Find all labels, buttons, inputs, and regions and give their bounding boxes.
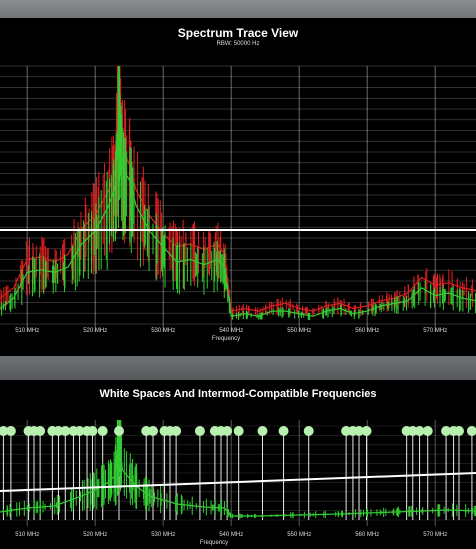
- x-tick-label: 570 MHz: [423, 328, 447, 334]
- white-spaces-chart: 510 MHz 520 MHz 530 MHz 540 MHz 550 MHz 560 M…: [0, 420, 476, 546]
- compatible-frequency-marker[interactable]: [361, 426, 372, 436]
- compatible-frequency-marker[interactable]: [354, 426, 365, 436]
- x-tick-label: 560 MHz: [355, 328, 379, 334]
- compatible-frequency-marker[interactable]: [222, 426, 233, 436]
- compatible-frequency-marker[interactable]: [194, 426, 205, 436]
- white-spaces-title: White Spaces And Intermod-Compatible Fre…: [99, 388, 377, 400]
- x-tick-label: 540 MHz: [219, 532, 243, 538]
- compatible-frequency-marker[interactable]: [5, 426, 16, 436]
- threshold-line-lower: [0, 472, 476, 492]
- compatible-frequency-marker[interactable]: [422, 426, 433, 436]
- compatible-frequency-marker[interactable]: [97, 426, 108, 436]
- compatible-frequency-marker[interactable]: [454, 426, 464, 436]
- panel-divider: [0, 356, 476, 380]
- compatible-frequency-marker[interactable]: [87, 426, 98, 436]
- x-tick-label: 510 MHz: [15, 532, 39, 538]
- x-tick-label: 520 MHz: [83, 532, 107, 538]
- compatible-frequency-marker[interactable]: [278, 426, 289, 436]
- compatible-frequency-marker[interactable]: [466, 426, 476, 436]
- compatible-frequency-marker[interactable]: [303, 426, 314, 436]
- window-frame-top: [0, 0, 476, 22]
- compatible-frequency-marker[interactable]: [414, 426, 425, 436]
- x-tick-label: 570 MHz: [423, 532, 447, 538]
- x-tick-label: 520 MHz: [83, 328, 107, 334]
- compatible-frequency-marker[interactable]: [60, 426, 71, 436]
- compatible-frequency-marker[interactable]: [171, 426, 182, 436]
- x-tick-label: 530 MHz: [151, 328, 175, 334]
- white-x-axis-label: Frequency: [200, 540, 228, 546]
- compatible-frequency-marker[interactable]: [148, 426, 158, 436]
- spectrum-trace-chart: 510 MHz 520 MHz 530 MHz 540 MHz 550 MHz 560 M…: [0, 65, 476, 342]
- compatible-frequency-marker[interactable]: [233, 426, 244, 436]
- compatible-frequency-marker[interactable]: [0, 426, 9, 436]
- compatible-frequency-marker[interactable]: [35, 426, 46, 436]
- spectrum-trace-panel: Spectrum Trace View RBW: 50000 Hz 510 MH…: [0, 18, 476, 356]
- compatible-frequency-marker[interactable]: [74, 426, 85, 436]
- x-tick-label: 550 MHz: [287, 532, 311, 538]
- trace-series-red: [0, 65, 476, 312]
- trace-panel-subtitle: RBW: 50000 Hz: [216, 41, 260, 47]
- x-tick-label: 510 MHz: [15, 328, 39, 334]
- white-spaces-panel: White Spaces And Intermod-Compatible Fre…: [0, 380, 476, 549]
- compatible-frequency-marker[interactable]: [441, 426, 452, 436]
- trace-series-green: [0, 104, 476, 317]
- x-tick-label: 550 MHz: [287, 328, 311, 334]
- x-tick-label: 560 MHz: [355, 532, 379, 538]
- trace-x-axis-label: Frequency: [212, 336, 240, 342]
- x-tick-label: 540 MHz: [219, 328, 243, 334]
- compatible-frequency-marker[interactable]: [114, 426, 124, 436]
- x-tick-label: 530 MHz: [151, 532, 175, 538]
- compatible-frequency-marker[interactable]: [257, 426, 268, 436]
- trace-panel-title: Spectrum Trace View: [177, 26, 299, 40]
